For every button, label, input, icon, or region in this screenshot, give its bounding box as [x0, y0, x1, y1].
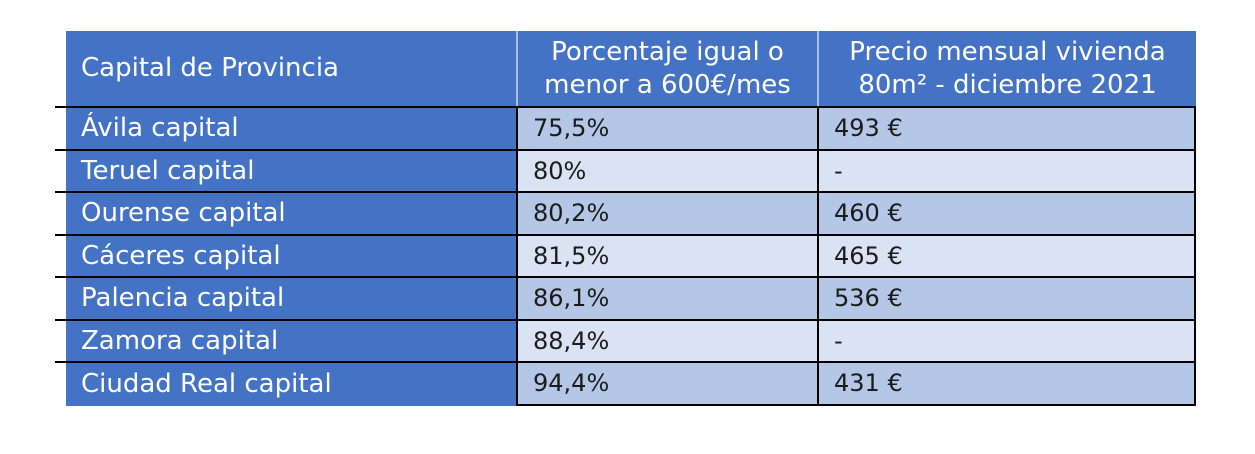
left-gutter: [55, 363, 66, 406]
cell-capital: Ávila capital: [66, 108, 516, 149]
table-row: Zamora capital 88,4% -: [55, 320, 1196, 363]
rental-price-table: Capital de Provincia Porcentaje igual o …: [55, 31, 1196, 406]
header-precio-line1: Precio mensual vivienda: [849, 36, 1166, 67]
cell-price: 460 €: [817, 193, 1196, 234]
cell-percentage: 80,2%: [516, 193, 817, 234]
cell-percentage: 86,1%: [516, 278, 817, 319]
cell-price: 493 €: [817, 108, 1196, 149]
cell-capital: Palencia capital: [66, 278, 516, 319]
table-row: Palencia capital 86,1% 536 €: [55, 278, 1196, 321]
table-row: Cáceres capital 81,5% 465 €: [55, 235, 1196, 278]
header-precio-line2: 80m² - diciembre 2021: [858, 69, 1157, 100]
cell-percentage: 81,5%: [516, 235, 817, 276]
cell-price: -: [817, 150, 1196, 191]
header-porcentaje-line2: menor a 600€/mes: [544, 69, 791, 100]
left-gutter: [55, 236, 66, 277]
left-gutter: [55, 193, 66, 234]
table-row: Ourense capital 80,2% 460 €: [55, 193, 1196, 236]
cell-percentage: 80%: [516, 150, 817, 191]
table-header-row: Capital de Provincia Porcentaje igual o …: [55, 31, 1196, 108]
header-precio: Precio mensual vivienda 80m² - diciembre…: [817, 31, 1196, 106]
left-gutter: [55, 108, 66, 149]
cell-capital: Teruel capital: [66, 150, 516, 191]
cell-price: 465 €: [817, 235, 1196, 276]
left-gutter: [55, 321, 66, 362]
cell-capital: Ciudad Real capital: [66, 363, 516, 406]
table-row: Ávila capital 75,5% 493 €: [55, 108, 1196, 151]
cell-percentage: 75,5%: [516, 108, 817, 149]
left-gutter: [55, 151, 66, 192]
header-porcentaje: Porcentaje igual o menor a 600€/mes: [516, 31, 817, 106]
header-capital-label: Capital de Provincia: [81, 53, 339, 83]
cell-capital: Ourense capital: [66, 193, 516, 234]
cell-percentage: 94,4%: [516, 363, 817, 406]
cell-capital: Cáceres capital: [66, 235, 516, 276]
header-porcentaje-line1: Porcentaje igual o: [551, 36, 784, 67]
table-row: Ciudad Real capital 94,4% 431 €: [55, 363, 1196, 406]
cell-price: 431 €: [817, 363, 1196, 406]
cell-percentage: 88,4%: [516, 320, 817, 361]
left-gutter: [55, 278, 66, 319]
cell-price: -: [817, 320, 1196, 361]
table-row: Teruel capital 80% -: [55, 150, 1196, 193]
cell-price: 536 €: [817, 278, 1196, 319]
header-capital-de-provincia: Capital de Provincia: [66, 31, 516, 106]
left-gutter: [55, 31, 66, 106]
cell-capital: Zamora capital: [66, 320, 516, 361]
